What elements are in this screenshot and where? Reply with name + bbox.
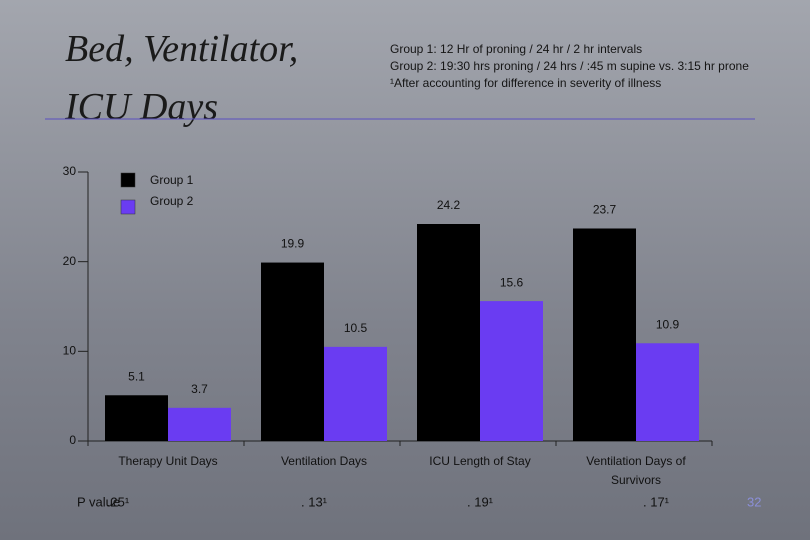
- bar: [480, 301, 543, 441]
- bar: [168, 407, 231, 441]
- slide-title: Bed, Ventilator, ICU Days: [65, 28, 299, 128]
- value-label: 23.7: [593, 203, 617, 217]
- y-tick-label: 20: [63, 254, 77, 268]
- note: Group 1: 12 Hr of proning / 24 hr / 2 hr…: [390, 42, 643, 56]
- x-tick-label: Therapy Unit Days: [118, 454, 218, 468]
- legend-label: Group 2: [150, 194, 194, 208]
- note: ¹After accounting for difference in seve…: [390, 76, 662, 90]
- y-tick-label: 30: [63, 164, 77, 178]
- p-value-label: P value: [77, 494, 120, 509]
- p-value: . 19¹: [467, 494, 494, 509]
- p-value: . 17¹: [643, 494, 670, 509]
- p-value: .25¹: [107, 494, 130, 509]
- bar: [636, 343, 699, 441]
- value-label: 10.5: [344, 321, 368, 335]
- bar: [573, 228, 636, 441]
- value-label: 15.6: [500, 275, 524, 289]
- value-label: 24.2: [437, 198, 461, 212]
- value-label: 5.1: [128, 369, 145, 383]
- value-label: 19.9: [281, 237, 305, 251]
- bar: [261, 262, 324, 441]
- x-tick-label: Ventilation Days: [280, 454, 368, 468]
- value-label: 10.9: [656, 317, 680, 331]
- x-tick-label: ICU Length of Stay: [429, 454, 531, 468]
- legend-swatch: [120, 172, 136, 188]
- value-label: 3.7: [191, 382, 208, 396]
- y-tick-label: 10: [63, 344, 77, 358]
- legend-label: Group 1: [150, 173, 194, 187]
- legend-swatch: [120, 199, 136, 215]
- page-number: 32: [747, 494, 761, 509]
- y-tick-label: 0: [69, 433, 76, 447]
- bar: [324, 346, 387, 441]
- bar: [417, 224, 480, 441]
- bar: [105, 395, 168, 441]
- note: Group 2: 19:30 hrs proning / 24 hrs / :4…: [390, 59, 749, 73]
- p-value: . 13¹: [301, 494, 328, 509]
- x-tick-label: Ventilation Days of Survivors: [586, 454, 686, 487]
